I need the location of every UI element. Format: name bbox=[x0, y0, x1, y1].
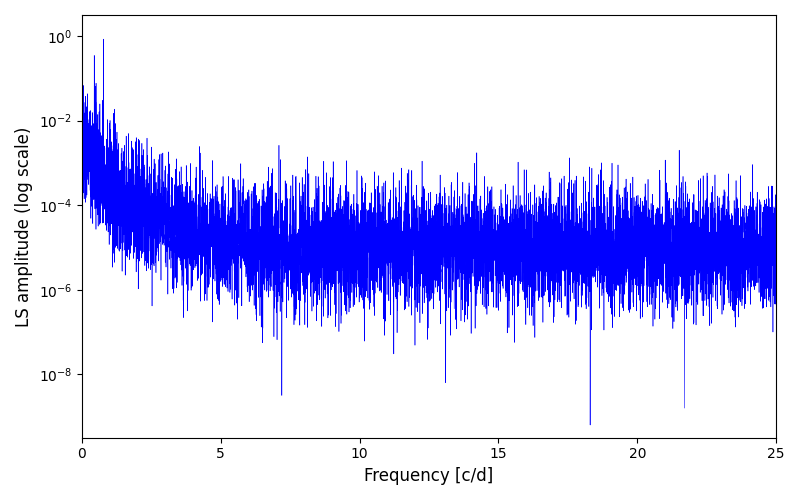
Y-axis label: LS amplitude (log scale): LS amplitude (log scale) bbox=[15, 126, 33, 326]
X-axis label: Frequency [c/d]: Frequency [c/d] bbox=[364, 467, 494, 485]
